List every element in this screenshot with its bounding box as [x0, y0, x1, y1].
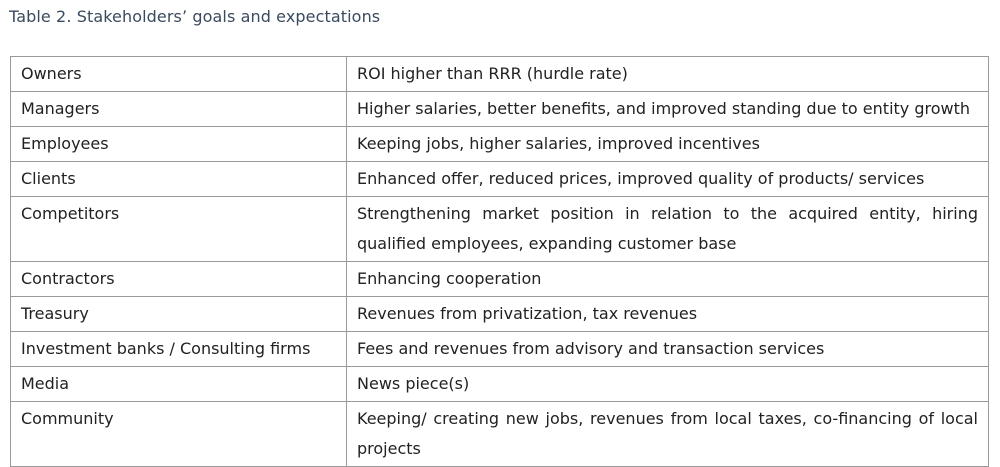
table-row: Managers Higher salaries, better benefit… [10, 91, 989, 127]
stakeholders-table: Owners ROI higher than RRR (hurdle rate)… [10, 56, 989, 467]
expectation-cell: Keeping jobs, higher salaries, improved … [346, 126, 989, 162]
stakeholder-cell: Community [10, 401, 347, 467]
table-row: Treasury Revenues from privatization, ta… [10, 296, 989, 332]
stakeholder-cell: Employees [10, 126, 347, 162]
stakeholder-cell: Treasury [10, 296, 347, 332]
table-row: Employees Keeping jobs, higher salaries,… [10, 126, 989, 162]
table-row: Community Keeping/ creating new jobs, re… [10, 401, 989, 467]
stakeholder-cell: Media [10, 366, 347, 402]
table-row: Contractors Enhancing cooperation [10, 261, 989, 297]
stakeholder-cell: Owners [10, 56, 347, 92]
expectation-cell: Enhancing cooperation [346, 261, 989, 297]
table-row: Owners ROI higher than RRR (hurdle rate) [10, 56, 989, 92]
expectation-cell: Keeping/ creating new jobs, revenues fro… [346, 401, 989, 467]
table-row: Investment banks / Consulting firms Fees… [10, 331, 989, 367]
table-row: Clients Enhanced offer, reduced prices, … [10, 161, 989, 197]
stakeholder-cell: Investment banks / Consulting firms [10, 331, 347, 367]
stakeholder-cell: Clients [10, 161, 347, 197]
expectation-cell: Fees and revenues from advisory and tran… [346, 331, 989, 367]
table-caption: Table 2. Stakeholders’ goals and expecta… [9, 7, 381, 26]
table-row: Competitors Strengthening market positio… [10, 196, 989, 262]
expectation-cell: Strengthening market position in relatio… [346, 196, 989, 262]
stakeholder-cell: Managers [10, 91, 347, 127]
table-row: Media News piece(s) [10, 366, 989, 402]
expectation-cell: News piece(s) [346, 366, 989, 402]
expectation-cell: Higher salaries, better benefits, and im… [346, 91, 989, 127]
expectation-cell: ROI higher than RRR (hurdle rate) [346, 56, 989, 92]
expectation-cell: Enhanced offer, reduced prices, improved… [346, 161, 989, 197]
stakeholder-cell: Competitors [10, 196, 347, 262]
stakeholder-cell: Contractors [10, 261, 347, 297]
expectation-cell: Revenues from privatization, tax revenue… [346, 296, 989, 332]
